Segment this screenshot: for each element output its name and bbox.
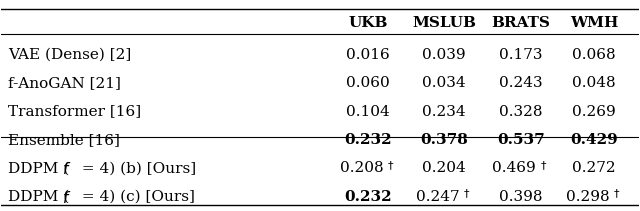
Text: DDPM (: DDPM ( [8, 190, 69, 204]
Text: 0.173: 0.173 [499, 48, 543, 62]
Text: Transformer [16]: Transformer [16] [8, 105, 141, 119]
Text: 0.378: 0.378 [420, 133, 468, 147]
Text: MSLUB: MSLUB [412, 16, 476, 30]
Text: 0.034: 0.034 [422, 76, 466, 90]
Text: 0.232: 0.232 [344, 133, 392, 147]
Text: 0.328: 0.328 [499, 105, 543, 119]
Text: $f$: $f$ [62, 190, 71, 206]
Text: 0.243: 0.243 [499, 76, 543, 90]
Text: 0.269: 0.269 [572, 105, 616, 119]
Text: 0.537: 0.537 [497, 133, 545, 147]
Text: 0.429: 0.429 [570, 133, 618, 147]
Text: 0.048: 0.048 [572, 76, 616, 90]
Text: WMH: WMH [570, 16, 618, 30]
Text: = 4) (c) [Ours]: = 4) (c) [Ours] [77, 190, 195, 204]
Text: 0.272: 0.272 [572, 161, 616, 176]
Text: 0.232: 0.232 [344, 190, 392, 204]
Text: = 4) (b) [Ours]: = 4) (b) [Ours] [77, 161, 196, 176]
Text: 0.208: 0.208 [340, 161, 383, 176]
Text: 0.204: 0.204 [422, 161, 466, 176]
Text: VAE (Dense) [2]: VAE (Dense) [2] [8, 48, 131, 62]
Text: 0.068: 0.068 [572, 48, 616, 62]
Text: BRATS: BRATS [492, 16, 550, 30]
Text: DDPM (: DDPM ( [8, 161, 69, 176]
Text: $\dagger$: $\dagger$ [540, 160, 547, 172]
Text: $\dagger$: $\dagger$ [463, 188, 470, 200]
Text: Ensemble [16]: Ensemble [16] [8, 133, 120, 147]
Text: 0.104: 0.104 [346, 105, 390, 119]
Text: 0.016: 0.016 [346, 48, 390, 62]
Text: 0.039: 0.039 [422, 48, 466, 62]
Text: f-AnoGAN [21]: f-AnoGAN [21] [8, 76, 120, 90]
Text: 0.247: 0.247 [416, 190, 460, 204]
Text: $\dagger$: $\dagger$ [613, 188, 620, 200]
Text: UKB: UKB [348, 16, 388, 30]
Text: 0.398: 0.398 [499, 190, 543, 204]
Text: 0.234: 0.234 [422, 105, 466, 119]
Text: $\dagger$: $\dagger$ [387, 160, 394, 172]
Text: 0.060: 0.060 [346, 76, 390, 90]
Text: 0.298: 0.298 [566, 190, 609, 204]
Text: $f$: $f$ [62, 161, 71, 177]
Text: 0.469: 0.469 [492, 161, 536, 176]
